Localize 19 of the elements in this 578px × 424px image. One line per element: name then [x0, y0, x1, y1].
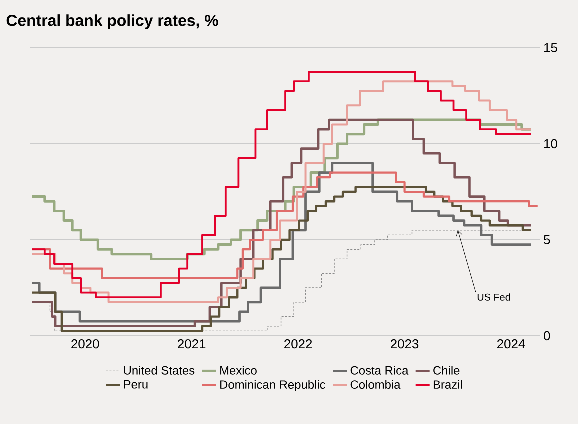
legend-label: Peru: [124, 380, 148, 389]
legend-label: Brazil: [434, 380, 462, 390]
x-tick-label: 2021: [178, 340, 206, 349]
chart-title: Central bank policy rates, %: [6, 14, 218, 30]
y-tick-label: 5: [544, 235, 550, 245]
legend-label: Colombia: [350, 380, 401, 390]
legend-label: United States: [124, 366, 195, 375]
x-tick-label: 2022: [284, 340, 312, 349]
x-tick-label: 2020: [72, 340, 100, 349]
legend-label: Dominican Republic: [220, 380, 326, 392]
y-tick-label: 10: [544, 139, 558, 149]
legend-label: Costa Rica: [350, 366, 409, 375]
legend-label: Chile: [434, 366, 460, 375]
x-tick-label: 2023: [391, 340, 419, 349]
legend-label: Mexico: [220, 366, 257, 375]
annotation: US Fed: [478, 294, 510, 301]
x-tick-label: 2024: [498, 340, 526, 349]
y-tick-label: 0: [544, 331, 550, 341]
y-tick-label: 15: [544, 43, 558, 53]
